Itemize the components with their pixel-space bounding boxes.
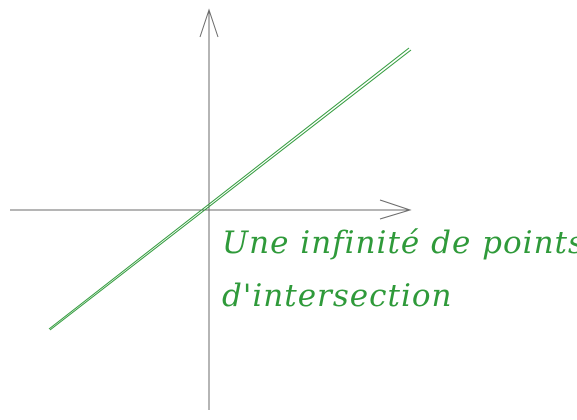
annotation-line-2: d'intersection bbox=[222, 278, 453, 314]
x-axis-arrowhead bbox=[379, 199, 412, 220]
annotation-line-1: Une infinité de points bbox=[222, 225, 577, 261]
y-axis-arrowhead bbox=[199, 8, 219, 38]
line-1 bbox=[48, 47, 410, 330]
line-2 bbox=[49, 49, 412, 331]
